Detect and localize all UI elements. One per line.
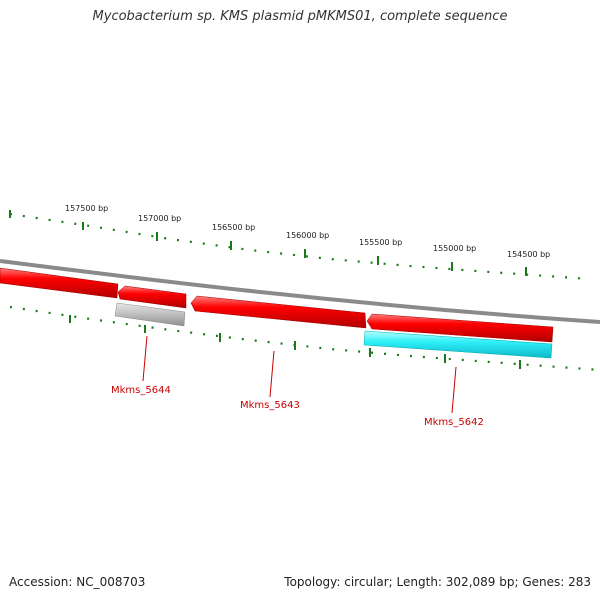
leader-line [142, 335, 148, 382]
ruler-labels: 157500 bp 157000 bp 156500 bp 156000 bp … [65, 204, 550, 259]
ruler-label: 156500 bp [212, 223, 255, 232]
cds-arrow-mkms-5643[interactable] [190, 295, 367, 329]
cds-track [0, 267, 554, 343]
feature-gray[interactable] [114, 302, 186, 327]
outer-tick-ruler [9, 210, 591, 281]
leader-line [269, 350, 275, 398]
gene-leaders [142, 335, 457, 414]
feature-track [114, 302, 553, 359]
map-title: Mycobacterium sp. KMS plasmid pMKMS01, c… [92, 9, 508, 24]
cds-arrow-mkms-5642[interactable] [366, 313, 554, 343]
gene-label[interactable]: Mkms_5643 [240, 400, 300, 411]
plasmid-backbone [0, 259, 600, 324]
ruler-label: 157500 bp [65, 204, 108, 213]
gene-labels: Mkms_5644 Mkms_5643 Mkms_5642 [111, 385, 484, 428]
cds-arrow-mkms-5644[interactable] [117, 285, 187, 309]
gene-label[interactable]: Mkms_5644 [111, 385, 171, 396]
inner-tick-ruler [9, 305, 600, 372]
ruler-label: 155000 bp [433, 244, 476, 253]
ruler-label: 156000 bp [286, 231, 329, 240]
gene-label[interactable]: Mkms_5642 [424, 417, 484, 428]
cds-arrow-left[interactable] [0, 267, 119, 299]
ruler-label: 157000 bp [138, 214, 181, 223]
accession-text: Accession: NC_008703 [9, 575, 146, 589]
feature-cyan[interactable] [363, 330, 553, 359]
summary-text: Topology: circular; Length: 302,089 bp; … [284, 575, 591, 589]
ruler-label: 154500 bp [507, 250, 550, 259]
leader-line [451, 366, 457, 414]
ruler-label: 155500 bp [359, 238, 402, 247]
